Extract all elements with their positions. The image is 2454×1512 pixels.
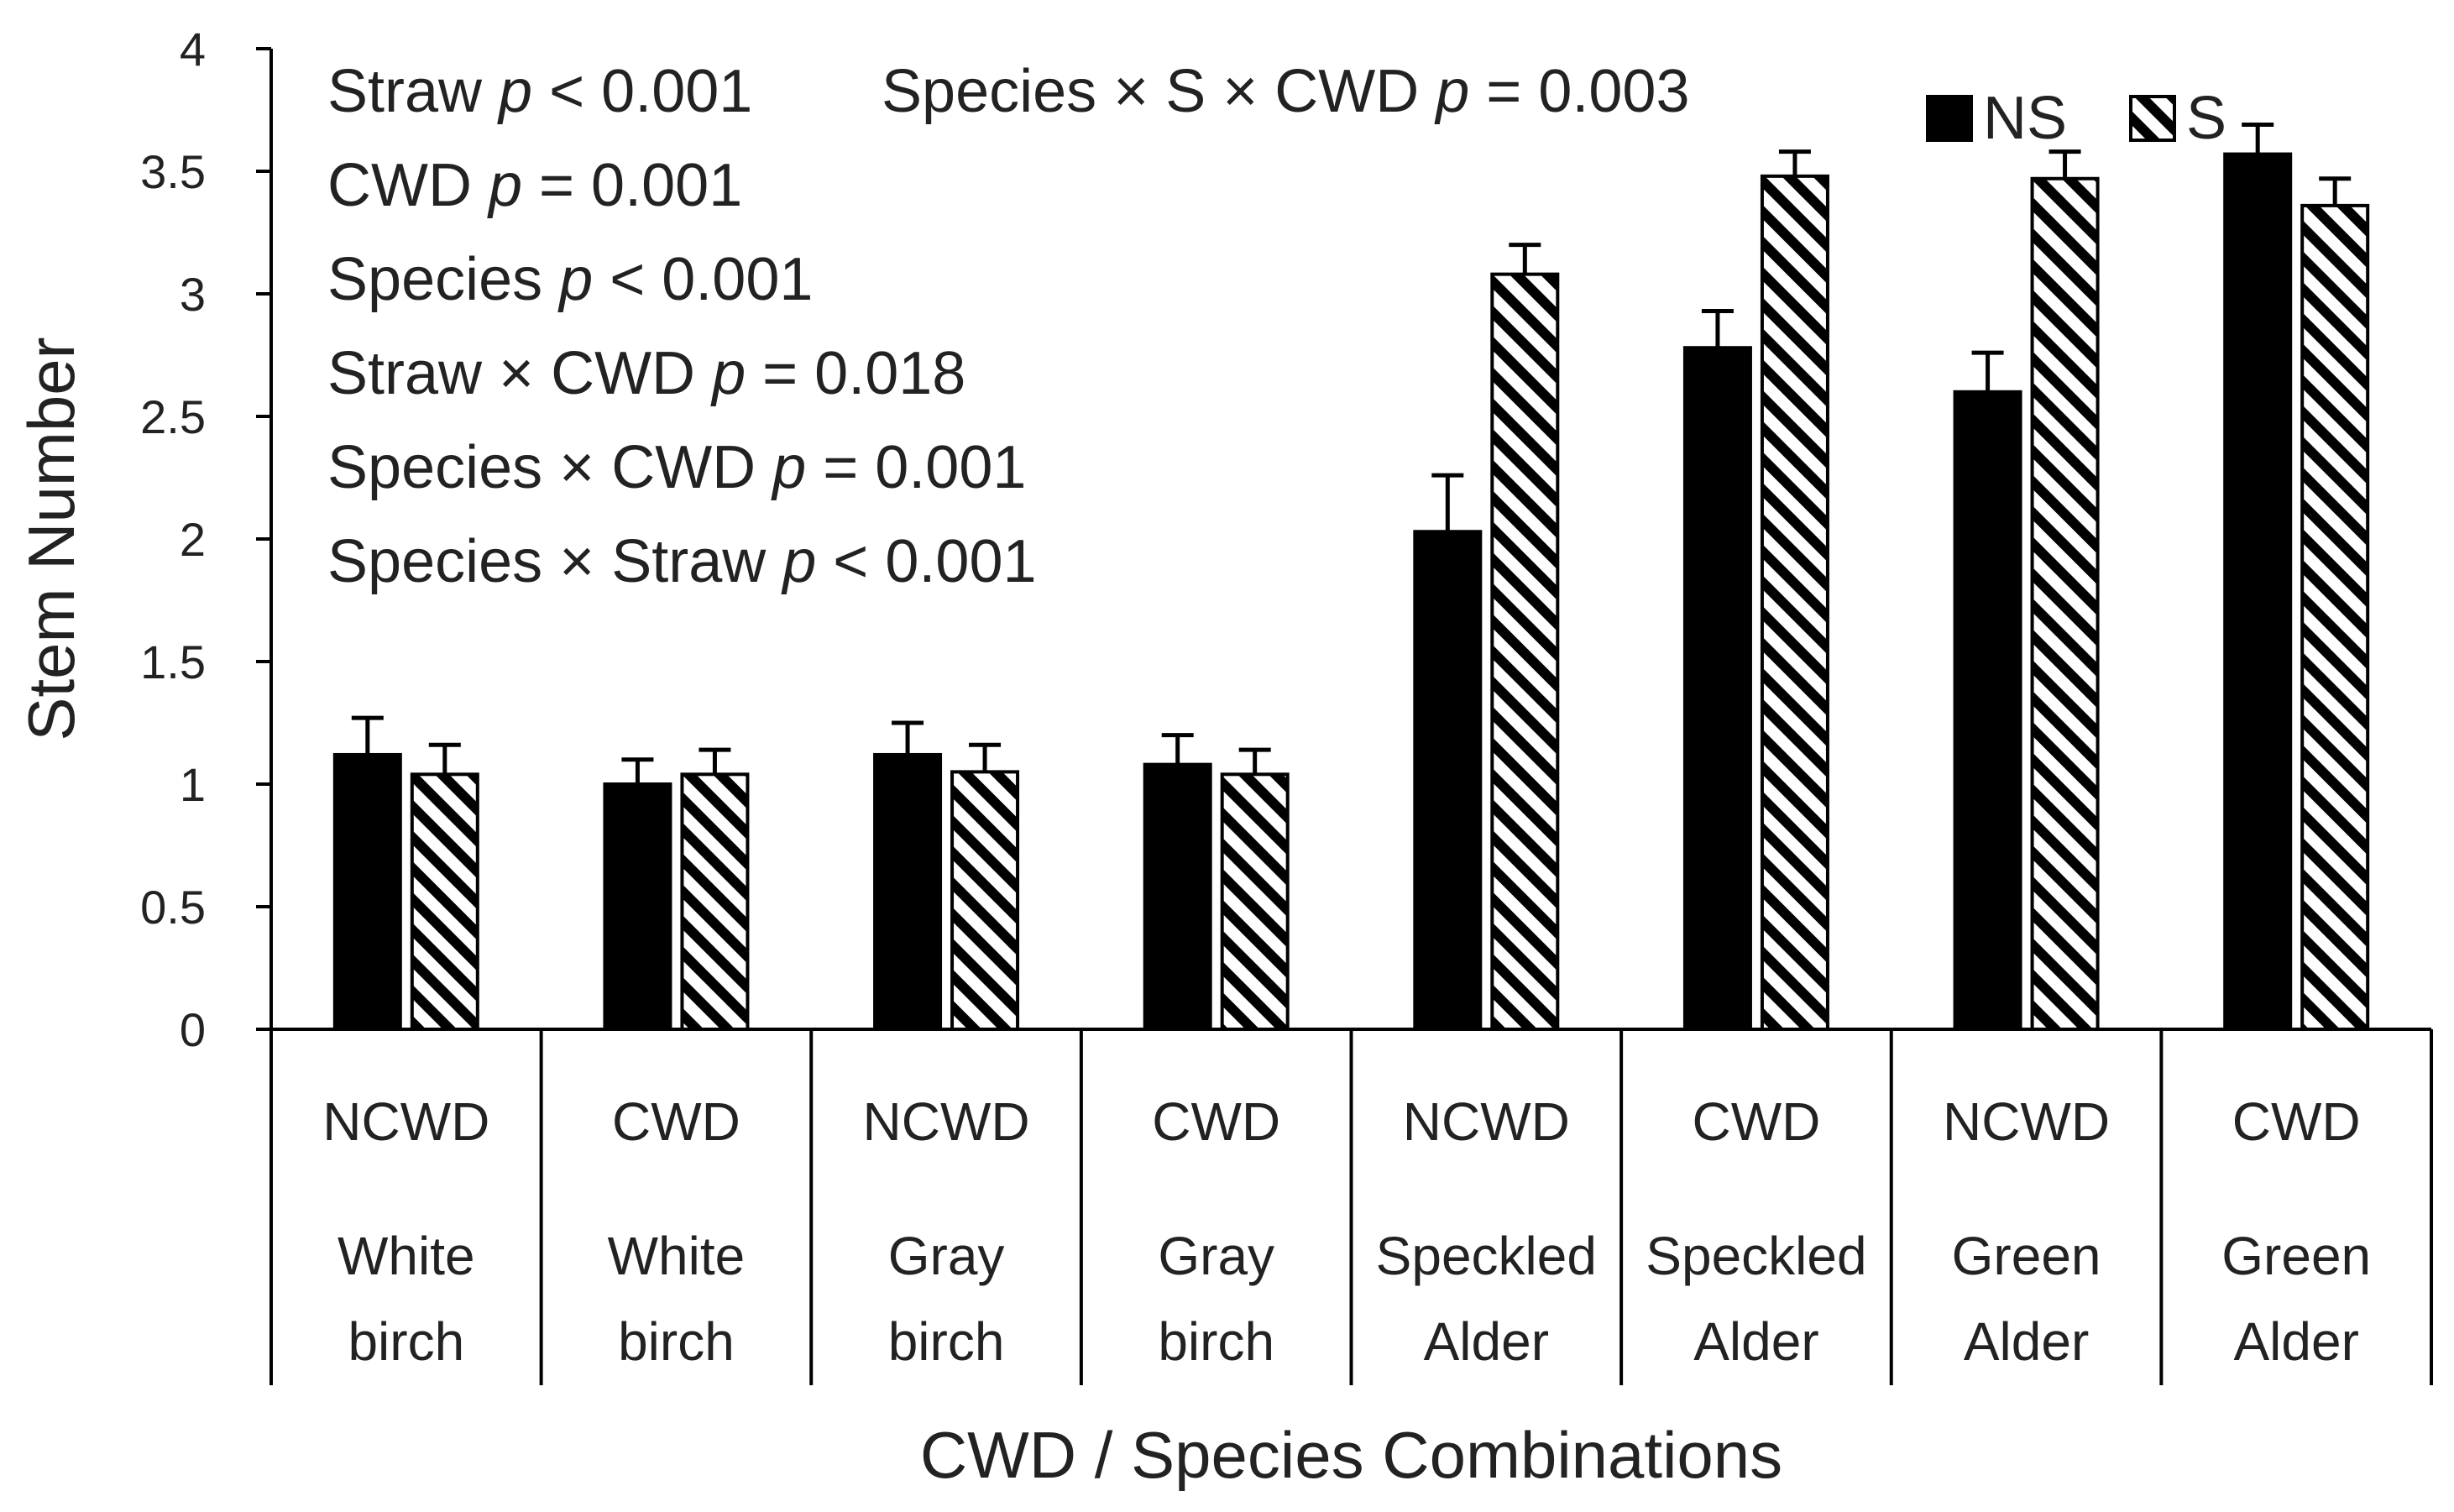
stats-annotation: Straw × CWD p = 0.018 [327,340,965,407]
x-tick-label-species: Alder [1964,1311,2089,1372]
bar-ns [603,782,672,1031]
x-tick-label-species: Green [2221,1226,2371,1286]
annotation-part: Straw × CWD [327,340,712,407]
annotation-part: < 0.001 [816,528,1036,595]
y-tick-label: 3 [180,268,206,321]
y-tick-label: 3.5 [140,145,206,198]
x-tick-label-species: Gray [1158,1226,1274,1286]
x-tick-label-treatment: CWD [1152,1091,1280,1152]
bar-ns [1953,390,2022,1031]
x-tick-label-species: Alder [1693,1311,1818,1372]
x-tick-label-treatment: CWD [2232,1091,2361,1152]
annotation-part: = 0.003 [1469,58,1689,125]
x-tick-label-species: Alder [2233,1311,2358,1372]
bar-ns [873,752,943,1032]
y-tick-label: 4 [180,23,206,76]
x-tick-label-species: Gray [888,1226,1005,1286]
bar-s [950,770,1020,1032]
y-tick-label: 0.5 [140,881,206,934]
y-tick-label: 2 [180,513,206,566]
x-tick-label-treatment: NCWD [863,1091,1030,1152]
x-tick-label-treatment: CWD [612,1091,740,1152]
annotation-part: = 0.001 [806,434,1026,501]
p-symbol: p [1434,58,1469,125]
stats-annotation: Straw p < 0.001 [327,58,752,125]
bar-ns [1143,762,1212,1031]
annotation-part: = 0.001 [522,152,742,219]
x-tick-label-species: Green [1952,1226,2101,1286]
y-tick-label: 0 [180,1003,206,1056]
y-tick-label: 2.5 [140,390,206,443]
x-tick-label-treatment: NCWD [322,1091,489,1152]
bar-s [410,772,479,1031]
bar-s [2030,176,2100,1031]
bar-s [1220,772,1290,1031]
stats-annotation: Species × CWD p = 0.001 [327,434,1026,501]
annotation-part: = 0.018 [746,340,965,407]
p-symbol: p [557,246,593,313]
x-tick-label-species: birch [888,1311,1005,1372]
x-tick-label-species: Alder [1424,1311,1549,1372]
x-axis-title: CWD / Species Combinations [920,1418,1782,1492]
y-axis-title: Stem Number [14,337,88,740]
annotation-part: CWD [327,152,489,219]
stats-annotation: CWD p = 0.001 [327,152,742,219]
annotation-part: < 0.001 [593,246,813,313]
x-tick-label-treatment: NCWD [1403,1091,1570,1152]
x-tick-label-species: White [608,1226,746,1286]
legend-label: S [2186,85,2226,152]
legend-swatch-s [2129,95,2176,142]
bar-s [2300,203,2370,1031]
bar-ns [1413,530,1483,1031]
bar-ns [332,752,402,1032]
text-layer: 0 0.5 1 1.5 2 2.5 3 3.5 4 NCWD White birch CWD White b… [14,23,2371,1492]
bar-s [1490,272,1560,1031]
bar-s [1760,174,1829,1031]
bar-ns [1682,346,1752,1031]
bar-ns [2223,152,2293,1031]
stats-annotation: Species p < 0.001 [327,246,813,313]
x-tick-label-species: Speckled [1376,1226,1597,1286]
x-tick-label-species: White [337,1226,475,1286]
y-tick-label: 1.5 [140,636,206,688]
p-symbol: p [487,152,522,219]
x-tick-label-species: birch [348,1311,464,1372]
x-tick-label-species: birch [1158,1311,1274,1372]
stats-annotation: Species × Straw p < 0.001 [327,528,1037,595]
bars-layer [332,123,2370,1032]
annotation-part: Species × S × CWD [882,58,1436,125]
bar-s [680,772,750,1031]
x-tick-label-species: birch [618,1311,735,1372]
p-symbol: p [781,528,816,595]
annotation-part: Straw [327,58,499,125]
x-tick-label-species: Speckled [1646,1226,1866,1286]
p-symbol: p [497,58,532,125]
stats-annotation: Species × S × CWD p = 0.003 [882,58,1690,125]
y-tick-label: 1 [180,758,206,811]
p-symbol: p [771,434,806,501]
annotation-part: Species [327,246,559,313]
x-tick-label-treatment: CWD [1693,1091,1821,1152]
p-symbol: p [710,340,746,407]
legend-label: NS [1983,85,2067,152]
x-tick-label-treatment: NCWD [1943,1091,2110,1152]
annotation-part: Species × Straw [327,528,782,595]
legend-swatch-ns [1926,95,1973,142]
annotation-part: < 0.001 [532,58,752,125]
annotation-part: Species × CWD [327,434,772,501]
